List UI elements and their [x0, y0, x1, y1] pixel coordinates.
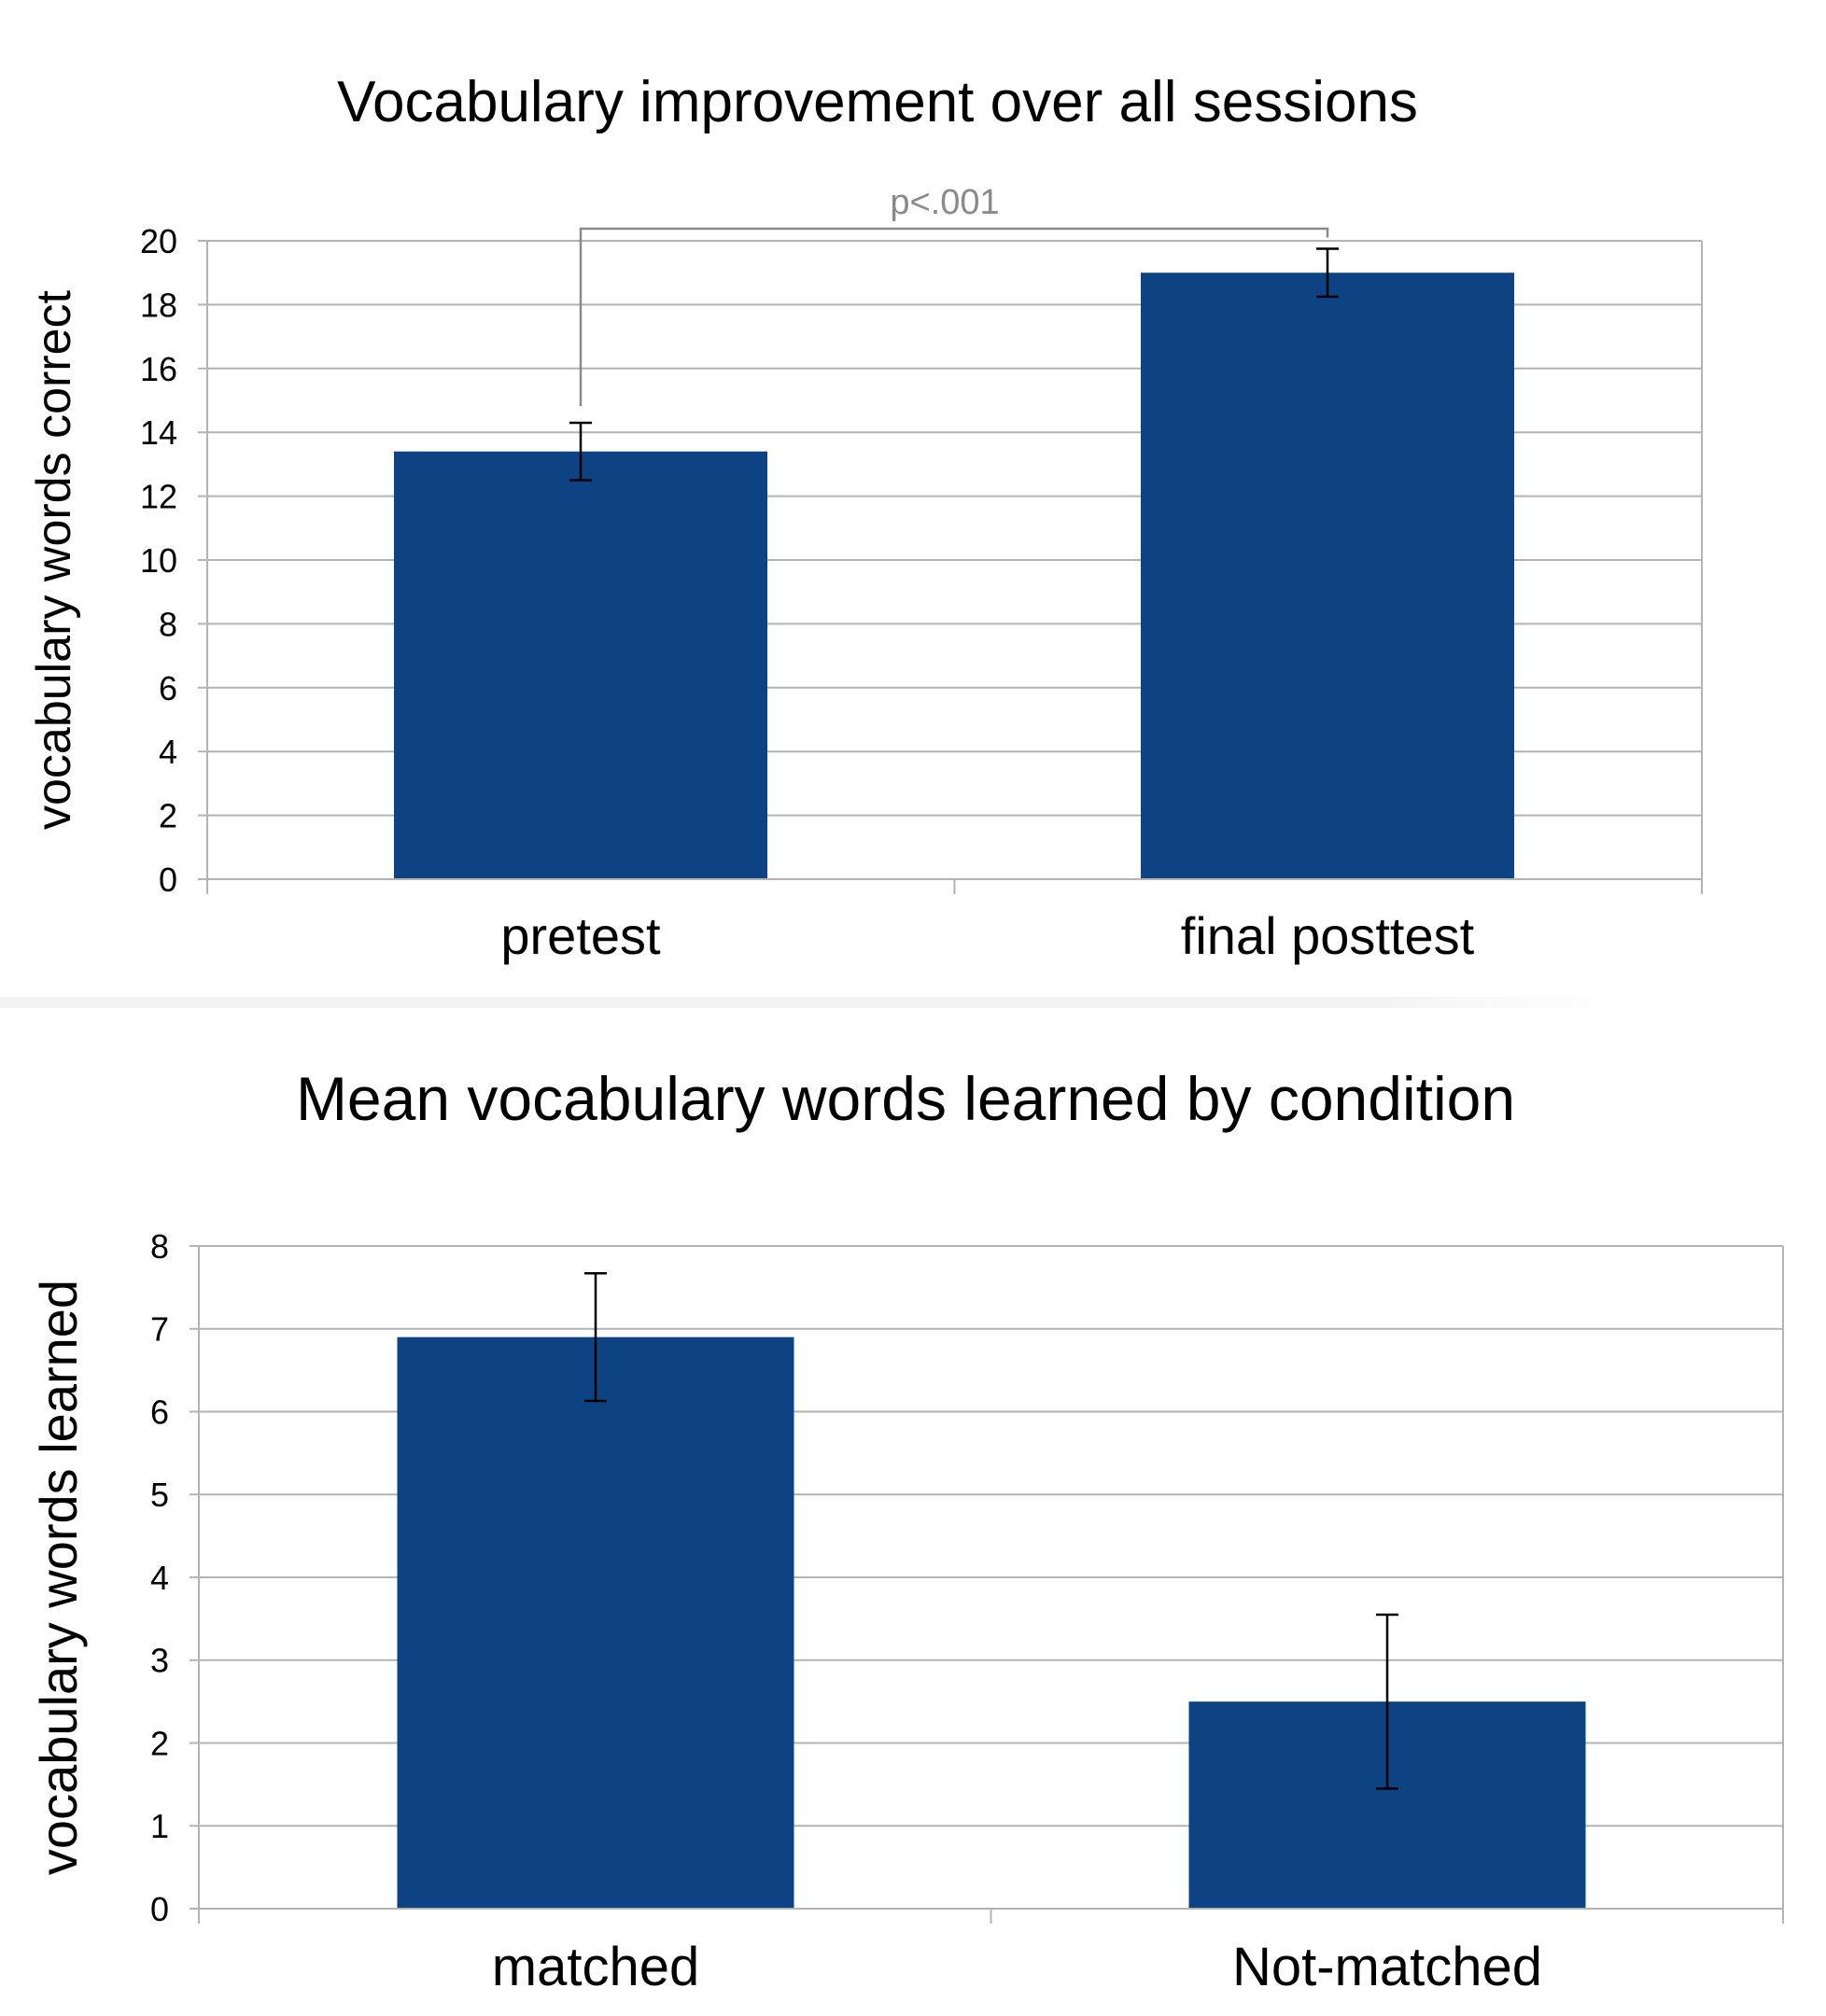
y-tick-label: 1 [150, 1807, 169, 1845]
vocabulary-improvement-chart: Vocabulary improvement over all sessions… [27, 70, 1703, 965]
y-tick-label: 0 [150, 1890, 169, 1928]
y-tick-label: 6 [150, 1393, 169, 1431]
y-tick-label: 5 [150, 1476, 169, 1514]
y-tick-label: 14 [140, 413, 177, 452]
y-tick-label: 18 [140, 286, 177, 324]
vocabulary-by-condition-chart: Mean vocabulary words learned by conditi… [29, 1064, 1784, 1997]
y-tick-label: 3 [150, 1642, 169, 1680]
significance-label: p<.001 [890, 183, 999, 222]
y-tick-label: 8 [159, 605, 177, 643]
y-tick-label: 16 [140, 350, 177, 388]
y-tick-label: 0 [159, 861, 177, 899]
y-tick-label: 20 [140, 222, 177, 260]
chart-title: Vocabulary improvement over all sessions [337, 70, 1418, 134]
significance-bracket [579, 227, 1329, 406]
y-axis-label: vocabulary words learned [29, 1280, 88, 1875]
y-tick-label: 12 [140, 478, 177, 516]
y-tick-label: 4 [159, 733, 177, 771]
y-tick-label: 6 [159, 669, 177, 707]
bar-pretest [394, 451, 767, 879]
y-tick-label: 4 [150, 1559, 169, 1597]
x-category-label: final posttest [1181, 906, 1475, 965]
x-category-label: Not-matched [1232, 1937, 1542, 1997]
y-axis-label: vocabulary words correct [27, 289, 81, 830]
x-category-label: matched [492, 1937, 699, 1997]
x-category-label: pretest [500, 906, 661, 965]
y-tick-label: 7 [150, 1310, 169, 1349]
y-tick-label: 2 [159, 797, 177, 835]
bar-matched [397, 1337, 794, 1909]
y-tick-label: 8 [150, 1227, 169, 1266]
y-tick-label: 2 [150, 1724, 169, 1762]
chart-divider [0, 997, 1624, 1008]
y-tick-label: 10 [140, 541, 177, 580]
chart-title: Mean vocabulary words learned by conditi… [296, 1064, 1515, 1133]
bar-final-posttest [1141, 273, 1514, 879]
